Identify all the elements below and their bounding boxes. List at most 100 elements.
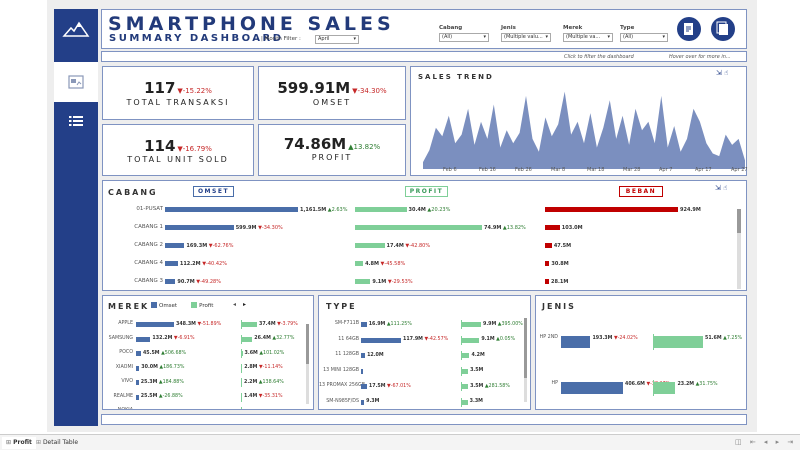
sheet-nav-icons[interactable]: ◫ ⇤ ◂ ▸ ⇥ xyxy=(735,438,797,446)
omset-bar[interactable] xyxy=(165,243,185,248)
profit-value-text: 3.5M xyxy=(470,383,484,389)
filter-jenis-select[interactable]: (Multiple valu... xyxy=(501,33,551,42)
sales-trend-x-axis: Feb 6 Feb 16 Feb 26 Mar 8 Mar 18 Mar 28 Apr 7 A… xyxy=(423,167,748,175)
omset-bar[interactable] xyxy=(361,368,363,374)
cabang-scrollbar[interactable] xyxy=(737,209,741,289)
profit-delta: ▼-42.80% xyxy=(403,242,431,249)
kpi-label: TOTAL UNIT SOLD xyxy=(127,155,229,164)
profit-bar[interactable] xyxy=(241,380,242,385)
kpi-value: 74.86M xyxy=(283,135,347,153)
profit-bar[interactable] xyxy=(241,351,243,356)
legend-omset: Omset xyxy=(159,303,178,309)
omset-bar[interactable] xyxy=(136,365,140,371)
profit-bar[interactable] xyxy=(355,225,482,230)
profit-bar[interactable] xyxy=(461,384,469,389)
omset-bar[interactable] xyxy=(165,279,176,284)
tab-profit[interactable]: ⊞ Profit xyxy=(2,437,36,449)
summary-dashboard-icon[interactable] xyxy=(54,62,98,102)
omset-bar[interactable] xyxy=(361,399,365,405)
omset-bar[interactable] xyxy=(361,322,367,327)
beban-value: 30.8M xyxy=(551,260,569,267)
beban-bar[interactable] xyxy=(545,207,678,212)
grid-icon: ⊞ xyxy=(36,439,43,446)
profit-value-text: 74.9M xyxy=(484,224,502,231)
category-label: 13 PROMAX 256GB xyxy=(319,383,366,388)
category-label: NOKIA xyxy=(103,408,133,409)
cabang-title: CABANG xyxy=(108,188,158,197)
copy-button[interactable] xyxy=(711,17,735,41)
category-label: HP 2ND xyxy=(539,335,558,340)
filter-cabang-select[interactable]: (All) xyxy=(439,33,489,42)
omset-bar[interactable] xyxy=(361,353,366,358)
omset-delta: ▲-26.88% xyxy=(157,394,183,399)
legend-prev-button[interactable]: ◂ xyxy=(233,301,237,308)
tab-detail-table[interactable]: ⊞ Detail Table xyxy=(32,437,82,449)
detail-list-icon[interactable] xyxy=(54,101,98,141)
page-subtitle: SUMMARY DASHBOARD xyxy=(109,33,284,44)
filter-jenis-label: Jenis xyxy=(501,25,516,31)
profit-bar[interactable] xyxy=(355,243,385,248)
profit-value-text: 26.4M xyxy=(254,336,271,341)
profit-bar[interactable] xyxy=(355,207,407,212)
profit-bar[interactable] xyxy=(241,322,257,327)
omset-bar[interactable] xyxy=(561,336,591,348)
footer-bar xyxy=(101,414,747,425)
sheet-tab-bar: ⊞ Profit ⊞ Detail Table ◫ ⇤ ◂ ▸ ⇥ xyxy=(0,434,800,450)
profit-delta: ▼-35.31% xyxy=(257,394,283,399)
profit-delta: ▲7.25% xyxy=(721,335,743,341)
omset-bar[interactable] xyxy=(136,322,174,327)
omset-value: 45.5M ▲506.68% xyxy=(143,351,186,356)
omset-bar[interactable] xyxy=(561,382,623,394)
omset-value-text: 193.3M xyxy=(592,335,613,341)
sales-trend-area[interactable] xyxy=(423,91,745,169)
x-tick-label: Mar 28 xyxy=(623,167,641,173)
omset-bar[interactable] xyxy=(136,394,139,400)
omset-bar[interactable] xyxy=(361,384,367,389)
profit-bar[interactable] xyxy=(461,353,470,358)
month-filter-select[interactable]: April xyxy=(315,35,359,44)
x-tick-label: Apr 27 xyxy=(731,167,748,173)
pointer-icon[interactable]: ⇲ ☝ xyxy=(716,69,729,77)
category-label: APPLE xyxy=(118,321,133,326)
legend-next-button[interactable]: ▸ xyxy=(243,301,247,308)
profit-bar[interactable] xyxy=(653,336,703,348)
sales-trend-chart[interactable] xyxy=(423,83,745,169)
jenis-title: JENIS xyxy=(542,302,576,311)
profit-bar[interactable] xyxy=(653,382,676,394)
pointer-icon[interactable]: ⇲ ☝ xyxy=(715,184,728,192)
omset-bar[interactable] xyxy=(165,207,298,212)
filter-type-select[interactable]: (All) xyxy=(620,33,668,42)
omset-bar[interactable] xyxy=(136,351,141,356)
profit-bar[interactable] xyxy=(355,279,371,284)
beban-bar[interactable] xyxy=(545,261,550,266)
beban-bar[interactable] xyxy=(545,225,560,230)
profit-bar[interactable] xyxy=(241,336,253,342)
omset-value: 169.3M ▼-62.76% xyxy=(186,243,233,249)
jenis-panel: JENIS HP 2ND 193.3M ▼-24.02% 51.6M ▲7.25% H… xyxy=(535,295,747,410)
omset-bar[interactable] xyxy=(165,261,178,266)
merek-scrollbar[interactable] xyxy=(306,324,309,404)
profit-bar[interactable] xyxy=(241,365,243,371)
omset-value-text: 30.0M xyxy=(141,365,158,370)
omset-bar[interactable] xyxy=(361,337,401,343)
omset-bar[interactable] xyxy=(136,380,139,385)
kpi-delta: ▼-15.22% xyxy=(177,87,212,95)
profit-bar[interactable] xyxy=(461,368,469,374)
omset-bar[interactable] xyxy=(165,225,234,230)
export-button[interactable] xyxy=(677,17,701,41)
profit-bar[interactable] xyxy=(461,337,480,343)
profit-bar[interactable] xyxy=(241,394,242,400)
profit-bar[interactable] xyxy=(355,261,364,266)
type-scrollbar[interactable] xyxy=(524,318,527,402)
beban-bar[interactable] xyxy=(545,243,552,248)
omset-value: 132.2M ▼-6.91% xyxy=(152,336,194,341)
omset-delta: ▼-67.01% xyxy=(385,383,411,389)
profit-bar[interactable] xyxy=(461,399,468,405)
omset-value-text: 1,161.5M xyxy=(300,206,327,213)
filter-merek-select[interactable]: (Multiple va... xyxy=(563,33,613,42)
beban-bar[interactable] xyxy=(545,279,550,284)
profit-bar[interactable] xyxy=(461,322,481,327)
omset-value-text: 169.3M xyxy=(186,242,208,249)
omset-bar[interactable] xyxy=(136,336,151,342)
profit-value: 3.3M xyxy=(470,399,483,404)
